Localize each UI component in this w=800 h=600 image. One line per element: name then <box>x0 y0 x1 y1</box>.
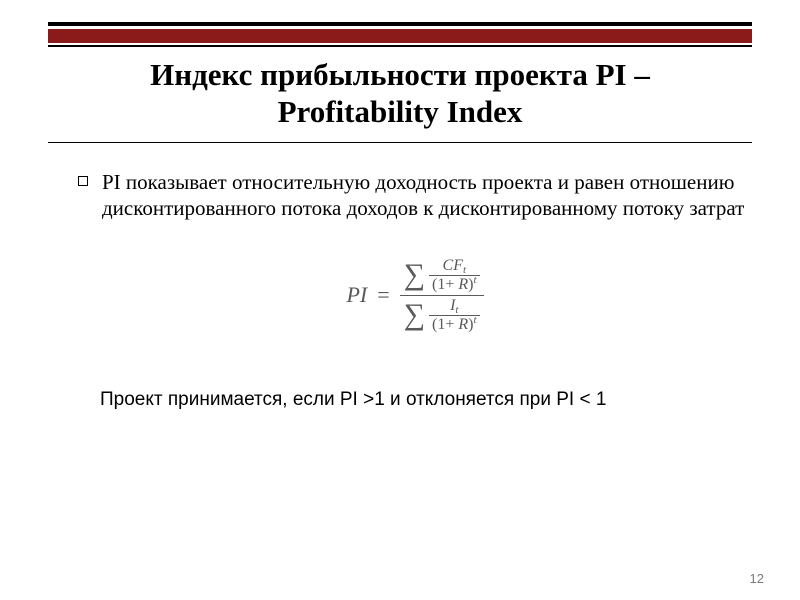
bullet-item: PI показывает относительную доходность п… <box>78 169 752 222</box>
r-symbol: R <box>458 276 468 293</box>
equals-sign: = <box>375 282 391 308</box>
formula-block: PI = ∑ CFt (1+ R)t <box>78 256 752 335</box>
slide-body: PI показывает относительную доходность п… <box>48 169 752 411</box>
main-denominator: ∑ It (1+ R)t <box>400 296 484 335</box>
exponent: t <box>473 314 476 326</box>
title-underline <box>48 142 752 143</box>
sigma-icon: ∑ <box>404 260 425 290</box>
main-numerator: ∑ CFt (1+ R)t <box>400 256 484 295</box>
exponent: t <box>473 274 476 286</box>
bullet-text: PI показывает относительную доходность п… <box>102 169 752 222</box>
cf-symbol: CF <box>443 257 463 274</box>
plus-sign: + <box>445 276 454 293</box>
formula-lhs: PI <box>346 282 367 308</box>
thin-rule <box>48 45 752 47</box>
i-term: It <box>447 297 461 315</box>
paren-open: (1 <box>432 316 445 333</box>
discount-denominator: (1+ R)t <box>429 316 480 334</box>
square-bullet-icon <box>78 176 88 186</box>
accent-bar <box>48 29 752 43</box>
plus-sign: + <box>445 316 454 333</box>
discount-denominator: (1+ R)t <box>429 276 480 294</box>
cf-term: CFt <box>440 257 470 275</box>
r-symbol: R <box>458 316 468 333</box>
main-fraction: ∑ CFt (1+ R)t <box>400 256 484 335</box>
denominator-fraction: It (1+ R)t <box>429 297 480 334</box>
slide: Индекс прибыльности проекта PI – Profita… <box>0 0 800 600</box>
slide-title: Индекс прибыльности проекта PI – Profita… <box>48 57 752 130</box>
paren-open: (1 <box>432 276 445 293</box>
conclusion-text: Проект принимается, если PI >1 и отклоня… <box>78 389 752 411</box>
title-line-2: Profitability Index <box>278 94 523 129</box>
page-number: 12 <box>750 571 764 586</box>
numerator-fraction: CFt (1+ R)t <box>429 257 480 294</box>
cf-subscript: t <box>463 264 466 276</box>
sigma-icon: ∑ <box>404 300 425 330</box>
title-line-1: Индекс прибыльности проекта PI – <box>150 57 650 92</box>
formula: PI = ∑ CFt (1+ R)t <box>346 256 483 335</box>
top-rule <box>48 22 752 26</box>
